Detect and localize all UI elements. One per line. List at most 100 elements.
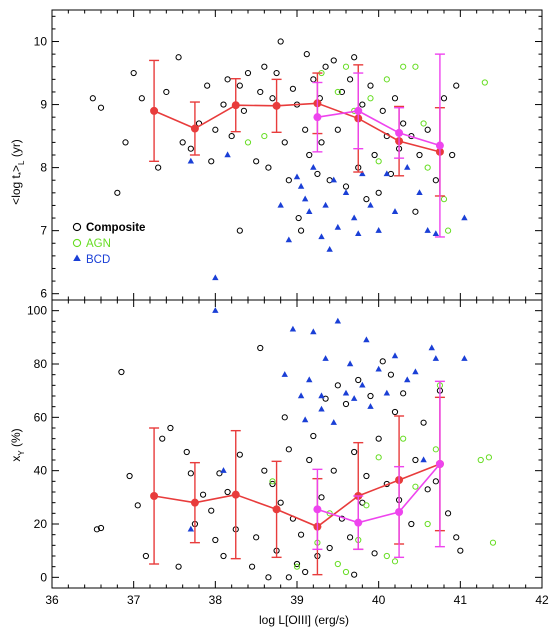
bottom-point-bcd — [318, 405, 325, 412]
x-axis-label: log L[OIII] (erg/s) — [259, 613, 349, 627]
bottom-point-composite — [285, 446, 292, 453]
top-point-composite — [224, 76, 231, 83]
top-point-composite — [303, 51, 310, 58]
bottom-point-bcd — [383, 389, 391, 396]
x-tick-label: 37 — [127, 593, 141, 607]
top-point-composite — [346, 76, 354, 83]
bottom-point-composite — [453, 534, 460, 541]
top-point-composite — [379, 107, 386, 114]
bottom-point-composite — [183, 448, 190, 456]
bottom-point-composite — [420, 419, 427, 426]
top-point-bcd — [375, 227, 382, 233]
bottom-point-composite — [400, 390, 407, 397]
bottom-composite-mean-point — [231, 490, 240, 499]
bottom-point-bcd — [187, 525, 195, 532]
top-point-composite — [285, 177, 292, 184]
bottom-point-bcd — [412, 368, 419, 375]
top-point-bcd — [306, 208, 313, 214]
top-point-agn — [375, 158, 382, 165]
top-point-composite — [122, 139, 129, 146]
legend-label-agn: AGN — [86, 238, 111, 250]
x-tick-label: 36 — [45, 593, 59, 607]
top-point-composite — [89, 95, 96, 102]
bottom-point-composite — [351, 571, 358, 578]
top-point-composite — [97, 104, 105, 111]
top-composite-mean-point — [231, 101, 240, 110]
top-panel: 6 7 8 9 10 — [34, 9, 543, 301]
top-point-composite — [359, 101, 366, 108]
top-point-composite — [228, 132, 235, 140]
top-y-tick-label: 9 — [40, 98, 47, 112]
bottom-point-composite — [118, 368, 125, 376]
bottom-point-bcd — [346, 360, 354, 367]
bottom-y-tick-label: 0 — [40, 570, 47, 584]
bottom-agn-mean-point — [395, 508, 404, 516]
top-point-agn — [383, 76, 390, 83]
bottom-point-composite — [236, 451, 243, 458]
bottom-point-composite — [444, 510, 452, 517]
top-point-bcd — [330, 176, 337, 183]
bottom-point-agn — [363, 502, 370, 509]
top-point-bcd — [359, 170, 366, 177]
top-point-composite — [240, 107, 248, 114]
bottom-point-agn — [342, 568, 350, 576]
bottom-point-composite — [306, 456, 313, 464]
bottom-point-composite — [330, 467, 337, 474]
top-point-composite — [175, 54, 182, 61]
legend-marker-agn — [72, 238, 82, 248]
top-point-agn — [367, 95, 374, 102]
bottom-point-bcd — [318, 392, 325, 399]
bottom-point-bcd — [350, 395, 358, 401]
bottom-point-bcd — [220, 467, 227, 473]
bottom-point-composite — [379, 358, 386, 365]
bottom-point-composite — [432, 478, 439, 485]
bottom-point-composite — [220, 552, 227, 560]
bottom-point-bcd — [297, 392, 305, 399]
bottom-point-agn — [489, 539, 497, 546]
bottom-point-composite — [367, 392, 374, 400]
x-tick-label: 38 — [209, 593, 223, 607]
top-point-composite — [236, 82, 243, 89]
bottom-point-bcd — [432, 355, 440, 361]
bottom-point-composite — [281, 414, 288, 421]
top-y-tick-label: 8 — [40, 161, 47, 175]
top-point-bcd — [367, 201, 374, 208]
top-point-composite — [318, 139, 325, 146]
top-point-composite — [371, 151, 378, 159]
top-agn-mean-point — [354, 106, 363, 115]
top-point-bcd — [277, 201, 284, 208]
x-tick-label: 39 — [290, 593, 304, 607]
bottom-point-composite — [293, 560, 301, 568]
top-point-composite — [302, 126, 309, 133]
top-point-composite — [261, 63, 268, 70]
bottom-point-bcd — [306, 376, 313, 383]
top-point-bcd — [322, 201, 329, 208]
top-point-composite — [155, 164, 162, 171]
top-point-agn — [444, 227, 452, 234]
top-agn-mean-point — [313, 113, 322, 122]
bottom-point-bcd — [289, 325, 297, 332]
top-point-composite — [306, 151, 313, 159]
bottom-point-bcd — [342, 389, 350, 396]
bottom-point-composite — [208, 507, 215, 514]
bottom-point-composite — [297, 531, 305, 538]
bottom-point-composite — [212, 536, 219, 544]
bottom-agn-mean-point — [435, 460, 444, 468]
bottom-point-bcd — [281, 371, 288, 377]
top-point-bcd — [212, 274, 219, 281]
bottom-point-composite — [408, 520, 415, 528]
bottom-point-composite — [342, 400, 350, 408]
top-point-composite — [334, 126, 341, 133]
top-point-bcd — [416, 189, 423, 196]
top-y-tick-label: 6 — [40, 287, 47, 301]
bottom-point-composite — [199, 491, 207, 498]
bottom-point-composite — [318, 494, 325, 501]
bottom-point-bcd — [428, 344, 435, 351]
bottom-point-bcd — [310, 328, 317, 335]
bottom-composite-mean-point — [190, 498, 199, 507]
bottom-point-composite — [261, 467, 268, 474]
top-point-composite — [220, 101, 227, 108]
bottom-point-bcd — [375, 365, 382, 372]
top-point-composite — [342, 183, 350, 190]
bottom-point-composite — [97, 524, 105, 532]
